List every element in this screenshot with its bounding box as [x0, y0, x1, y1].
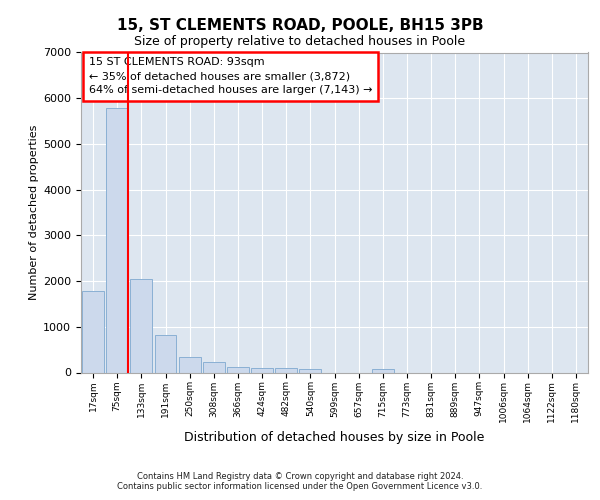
Text: 15, ST CLEMENTS ROAD, POOLE, BH15 3PB: 15, ST CLEMENTS ROAD, POOLE, BH15 3PB	[116, 18, 484, 32]
Text: Size of property relative to detached houses in Poole: Size of property relative to detached ho…	[134, 35, 466, 48]
Text: Contains HM Land Registry data © Crown copyright and database right 2024.
Contai: Contains HM Land Registry data © Crown c…	[118, 472, 482, 491]
Bar	[372, 370, 394, 372]
Bar	[106, 108, 128, 372]
Bar	[227, 367, 249, 372]
X-axis label: Distribution of detached houses by size in Poole: Distribution of detached houses by size …	[184, 430, 485, 444]
Bar	[82, 291, 104, 372]
Bar	[179, 357, 200, 372]
Bar	[130, 279, 152, 372]
Bar	[251, 368, 273, 372]
Text: 15 ST CLEMENTS ROAD: 93sqm
← 35% of detached houses are smaller (3,872)
64% of s: 15 ST CLEMENTS ROAD: 93sqm ← 35% of deta…	[89, 58, 372, 96]
Y-axis label: Number of detached properties: Number of detached properties	[29, 125, 39, 300]
Bar	[275, 368, 297, 372]
Bar	[299, 369, 321, 372]
Bar	[155, 335, 176, 372]
Bar	[203, 362, 224, 372]
